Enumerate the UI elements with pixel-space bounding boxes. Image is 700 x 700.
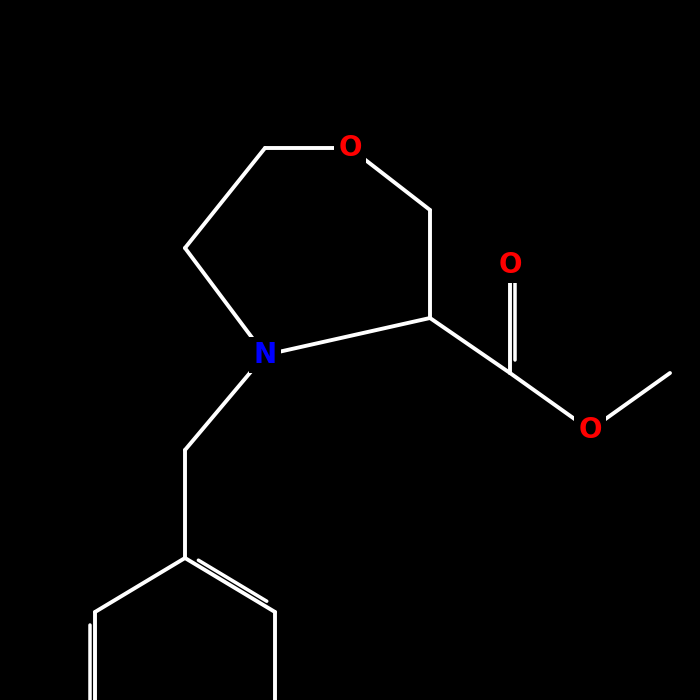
- Text: O: O: [498, 251, 522, 279]
- Text: N: N: [253, 341, 276, 369]
- Text: O: O: [338, 134, 362, 162]
- Text: O: O: [578, 416, 602, 444]
